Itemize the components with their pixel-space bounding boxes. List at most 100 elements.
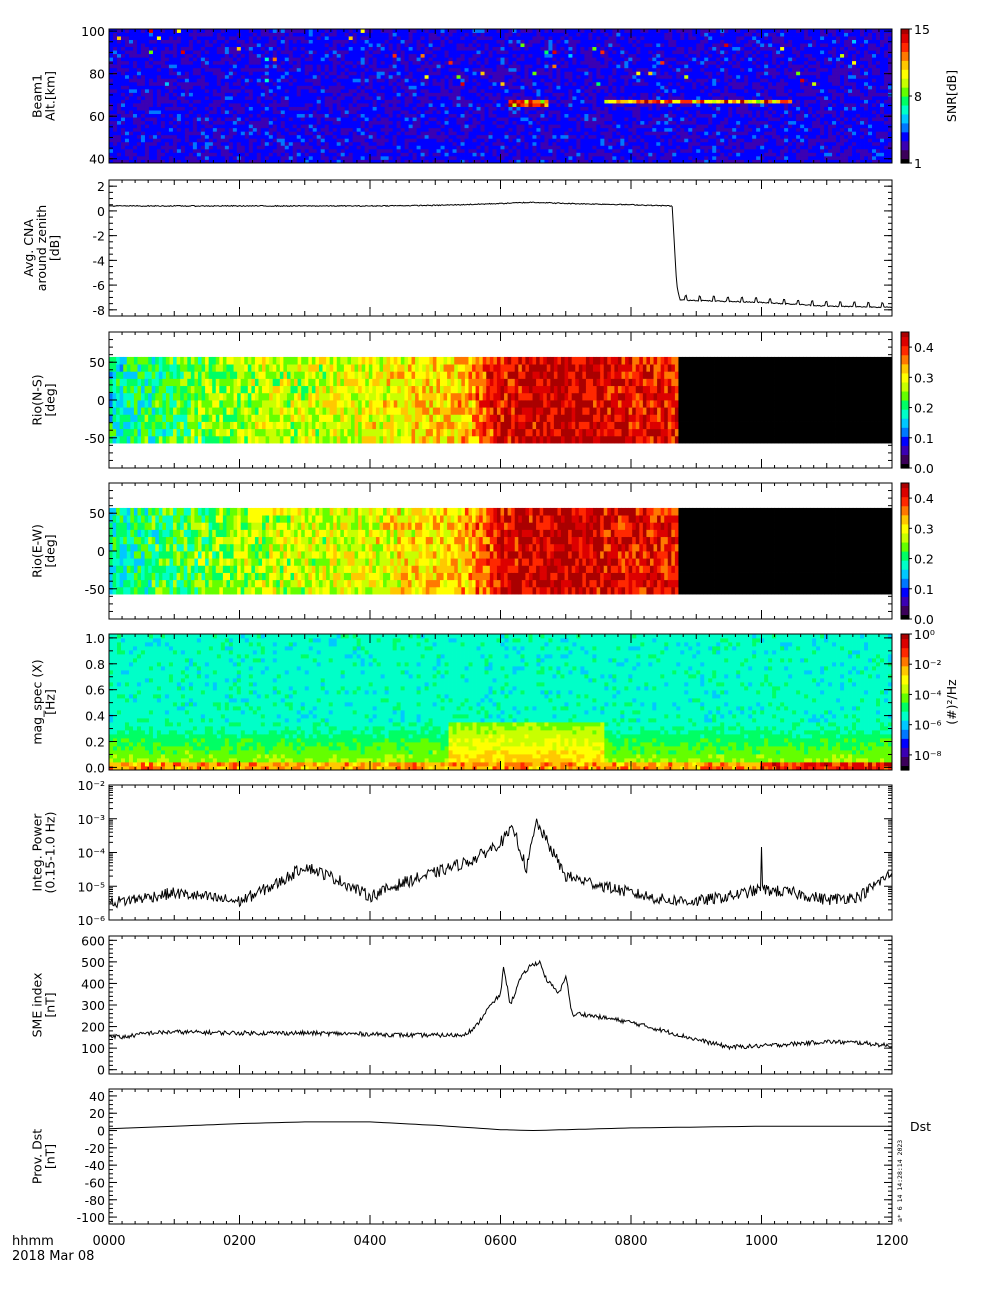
heatmap-cell (297, 145, 301, 149)
heatmap-cell (293, 82, 297, 86)
heatmap-cell (193, 54, 197, 58)
heatmap-cell (588, 114, 592, 118)
heatmap-cell (600, 135, 604, 139)
heatmap-cell (508, 138, 512, 142)
heatmap-cell (229, 36, 233, 40)
heatmap-cell (313, 128, 317, 132)
heatmap-cell (469, 92, 473, 96)
heatmap-cell (576, 117, 580, 121)
heatmap-cell (237, 135, 241, 139)
heatmap-cell (552, 92, 556, 96)
heatmap-cell (121, 40, 125, 44)
heatmap-cell (624, 50, 628, 54)
heatmap-cell (576, 75, 580, 79)
heatmap-cell (449, 156, 453, 160)
heatmap-cell (305, 96, 309, 100)
heatmap-cell (117, 100, 121, 104)
heatmap-cell (129, 43, 133, 47)
heatmap-cell (281, 96, 285, 100)
heatmap-cell (425, 61, 429, 65)
heatmap-cell (337, 54, 341, 58)
heatmap-cell (508, 71, 512, 75)
heatmap-cell (572, 82, 576, 86)
heatmap-cell (313, 142, 317, 146)
heatmap-cell (265, 61, 269, 65)
heatmap-cell (457, 124, 461, 128)
heatmap-cell (189, 131, 193, 135)
heatmap-cell (157, 61, 161, 65)
heatmap-cell (265, 152, 269, 156)
heatmap-cell (125, 40, 129, 44)
heatmap-cell (169, 89, 173, 93)
heatmap-cell (181, 149, 185, 153)
heatmap-cell (544, 142, 548, 146)
heatmap-cell (169, 100, 173, 104)
heatmap-cell (133, 71, 137, 75)
heatmap-cell (325, 33, 329, 37)
heatmap-cell (137, 89, 141, 93)
heatmap-cell (301, 57, 305, 61)
heatmap-cell (421, 61, 425, 65)
heatmap-cell (305, 110, 309, 114)
heatmap-cell (588, 96, 592, 100)
heatmap-cell (217, 138, 221, 142)
heatmap-cell (161, 85, 165, 89)
heatmap-cell (329, 100, 333, 104)
heatmap-cell (608, 156, 612, 160)
heatmap-cell (141, 149, 145, 153)
heatmap-cell (213, 114, 217, 118)
heatmap-cell (624, 43, 628, 47)
heatmap-cell (592, 114, 596, 118)
heatmap-cell (129, 82, 133, 86)
heatmap-cell (604, 149, 608, 153)
heatmap-cell (365, 85, 369, 89)
heatmap-cell (584, 75, 588, 79)
heatmap-cell (281, 124, 285, 128)
heatmap-cell (385, 50, 389, 54)
heatmap-cell (369, 138, 373, 142)
heatmap-cell (133, 61, 137, 65)
heatmap-cell (433, 103, 437, 107)
heatmap-cell (333, 47, 337, 51)
heatmap-cell (361, 89, 365, 93)
heatmap-cell (445, 89, 449, 93)
heatmap-cell (612, 43, 616, 47)
heatmap-cell (540, 47, 544, 51)
heatmap-cell (572, 33, 576, 37)
heatmap-cell (508, 78, 512, 82)
heatmap-cell (616, 152, 620, 156)
heatmap-cell (417, 29, 421, 33)
heatmap-cell (608, 36, 612, 40)
heatmap-cell (405, 156, 409, 160)
heatmap-cell (289, 40, 293, 44)
heatmap-cell (313, 100, 317, 104)
heatmap-cell (225, 92, 229, 96)
heatmap-cell (225, 43, 229, 47)
heatmap-cell (153, 142, 157, 146)
heatmap-cell (612, 61, 616, 65)
heatmap-cell (532, 138, 536, 142)
heatmap-cell (572, 145, 576, 149)
heatmap-cell (265, 110, 269, 114)
heatmap-cell (373, 149, 377, 153)
heatmap-cell (285, 128, 289, 132)
heatmap-cell (377, 135, 381, 139)
heatmap-cell (385, 110, 389, 114)
heatmap-cell (445, 107, 449, 111)
heatmap-cell (457, 142, 461, 146)
heatmap-cell (161, 57, 165, 61)
heatmap-cell (504, 82, 508, 86)
heatmap-cell (632, 100, 636, 104)
heatmap-cell (544, 64, 548, 68)
heatmap-cell (624, 142, 628, 146)
heatmap-cell (576, 92, 580, 96)
heatmap-cell (193, 149, 197, 153)
heatmap-cell (548, 107, 552, 111)
heatmap-cell (313, 82, 317, 86)
heatmap-cell (281, 117, 285, 121)
heatmap-cell (217, 145, 221, 149)
heatmap-cell (473, 40, 477, 44)
heatmap-cell (493, 110, 497, 114)
heatmap-cell (405, 131, 409, 135)
heatmap-cell (536, 121, 540, 125)
